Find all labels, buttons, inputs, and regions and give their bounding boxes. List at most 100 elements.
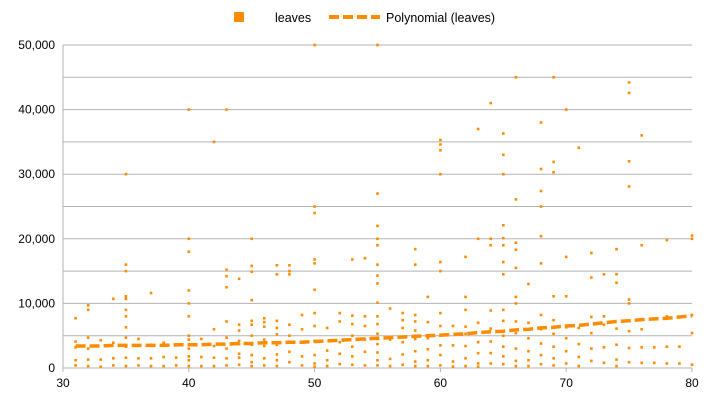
data-point (376, 351, 379, 354)
data-point (451, 344, 455, 347)
data-point (514, 76, 518, 79)
grid-lines (63, 44, 692, 337)
data-point (325, 349, 329, 352)
data-point (464, 364, 467, 368)
data-point (665, 238, 669, 242)
data-point (225, 108, 228, 111)
data-point (514, 364, 518, 368)
data-point (489, 327, 493, 330)
data-point (476, 321, 480, 325)
data-point (451, 324, 455, 328)
data-point (124, 326, 128, 329)
data-point (615, 327, 618, 330)
data-point (615, 358, 618, 361)
data-point (112, 364, 115, 367)
data-point (313, 311, 316, 315)
data-point (439, 148, 442, 152)
data-point (288, 350, 291, 354)
data-point (502, 243, 505, 247)
data-point (527, 358, 530, 362)
data-point (476, 365, 480, 369)
data-point (665, 362, 669, 365)
data-point (351, 322, 354, 326)
data-point (552, 345, 555, 348)
data-point (313, 288, 316, 292)
data-point (237, 329, 241, 332)
data-point (627, 185, 631, 188)
data-point (590, 331, 593, 335)
data-point (413, 349, 417, 353)
data-point (225, 320, 228, 323)
data-point (313, 258, 316, 261)
data-point (250, 319, 253, 323)
data-point (527, 336, 530, 340)
data-point (476, 237, 480, 241)
data-point (426, 358, 430, 362)
data-point (476, 127, 480, 131)
data-point (237, 323, 241, 327)
data-point (338, 311, 342, 315)
data-point (401, 363, 404, 367)
data-point (413, 329, 417, 332)
data-point (401, 353, 404, 356)
data-point (225, 364, 228, 367)
data-point (212, 364, 216, 368)
data-point (464, 295, 467, 299)
data-point (552, 318, 555, 322)
data-point (376, 282, 379, 285)
data-point (250, 270, 253, 274)
data-point (262, 325, 266, 328)
data-point (275, 326, 279, 330)
data-point (426, 347, 430, 351)
data-point (124, 364, 128, 368)
data-point (300, 327, 304, 331)
data-point (690, 237, 694, 241)
data-point (413, 320, 417, 323)
data-point (464, 255, 467, 259)
y-tick-label: 20,000 (18, 232, 55, 246)
data-point (590, 251, 593, 255)
data-point (212, 327, 216, 331)
data-point (539, 262, 543, 265)
data-point (300, 364, 304, 367)
data-point (363, 364, 367, 367)
data-point (212, 344, 216, 348)
data-point (174, 356, 178, 359)
data-point (112, 357, 115, 360)
data-point (351, 258, 354, 261)
data-point (262, 320, 266, 324)
data-point (86, 304, 90, 307)
legend-label-trendline: Polynomial (leaves) (386, 11, 495, 25)
data-point (212, 140, 216, 144)
data-point (86, 308, 90, 312)
data-point (502, 308, 505, 312)
data-point (275, 273, 279, 276)
data-point (502, 260, 505, 264)
data-point (627, 91, 631, 95)
data-point (313, 362, 316, 365)
data-point (502, 172, 505, 176)
data-point (577, 342, 581, 346)
data-point (489, 101, 493, 105)
trendline-group (75, 313, 693, 348)
data-point (363, 315, 367, 318)
data-point (351, 345, 354, 348)
data-point (502, 345, 505, 348)
data-point (149, 364, 153, 368)
data-point (187, 302, 191, 305)
legend-marker-leaves (234, 12, 244, 22)
data-point (552, 294, 555, 298)
data-point (627, 298, 631, 301)
data-point (602, 315, 606, 318)
data-point (325, 358, 329, 362)
data-point (514, 359, 518, 363)
data-point (527, 282, 530, 286)
data-point (602, 346, 606, 349)
data-point (413, 360, 417, 363)
data-point (300, 355, 304, 358)
data-point (678, 362, 681, 365)
data-point (514, 248, 518, 252)
data-point (489, 309, 493, 312)
data-point (564, 362, 568, 365)
data-point (376, 358, 379, 362)
